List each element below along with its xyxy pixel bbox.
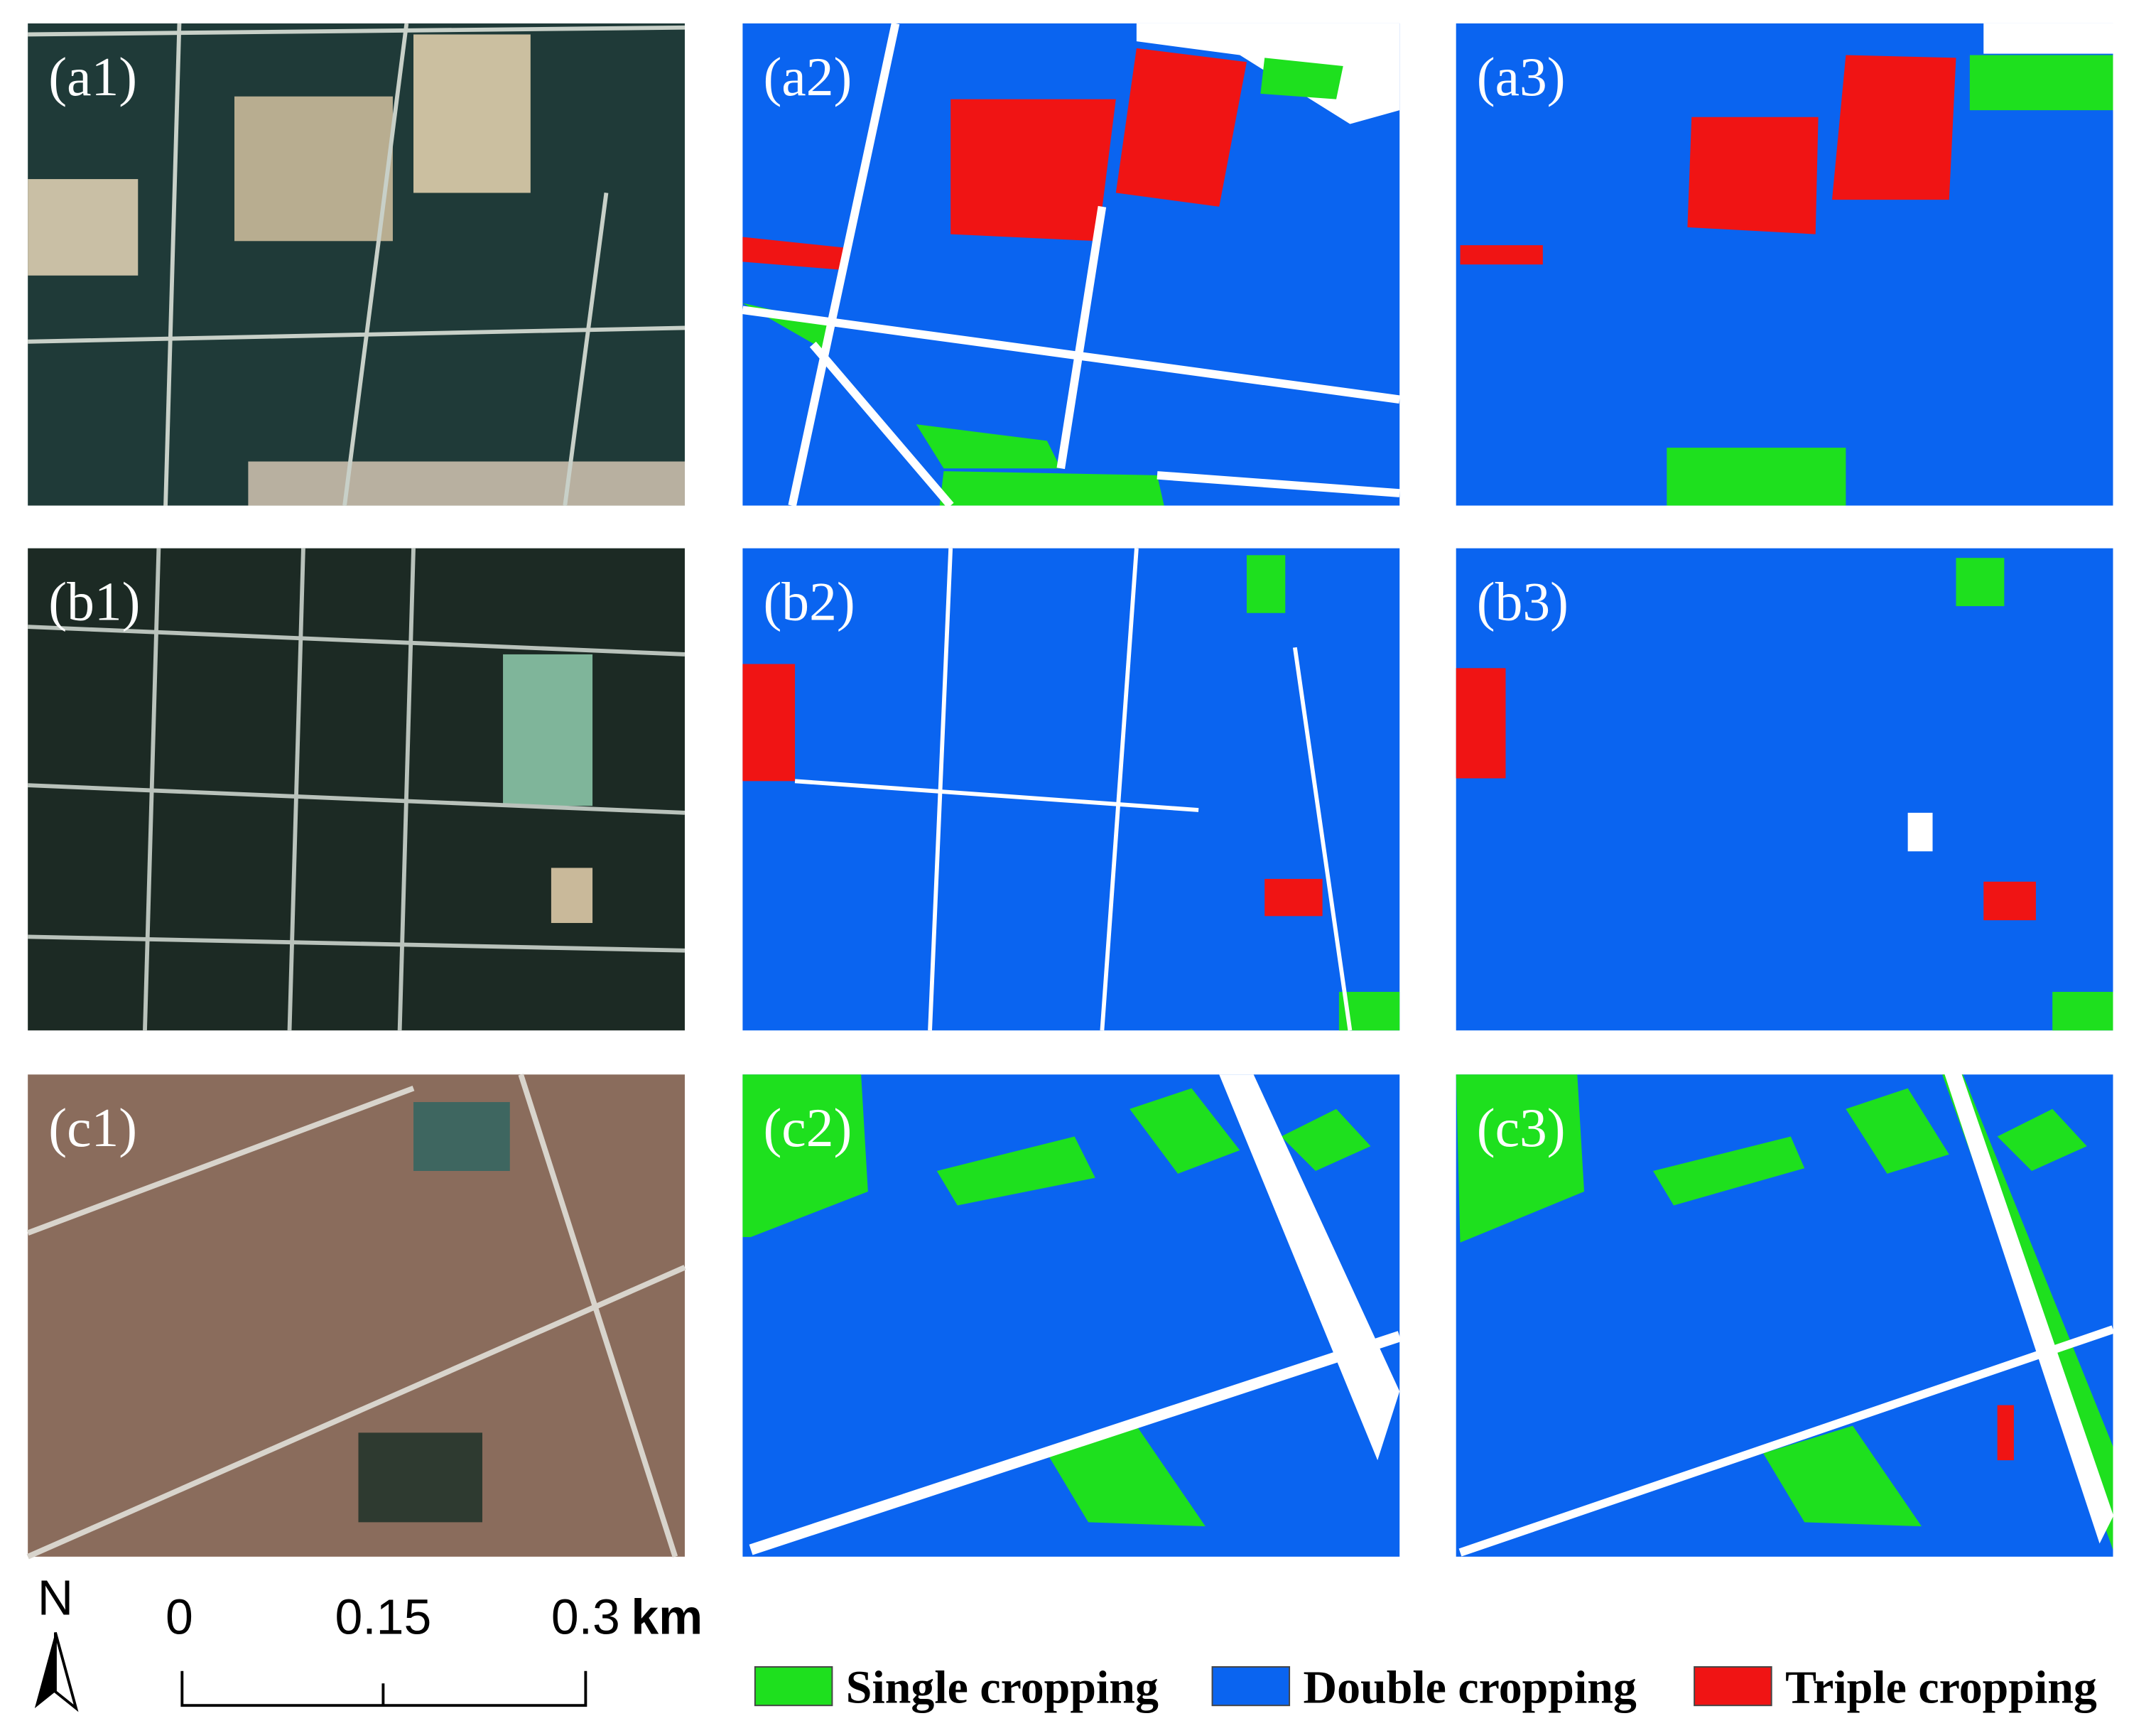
legend-swatch — [754, 1665, 833, 1707]
panel-label: (b2) — [763, 571, 855, 632]
north-label: N — [38, 1570, 73, 1625]
panel-label: (b1) — [48, 571, 140, 632]
panel-label: (c1) — [48, 1097, 137, 1158]
legend-label: Double cropping — [1303, 1661, 1636, 1713]
panel-label: (a3) — [1477, 46, 1566, 107]
panel-label: (a1) — [48, 46, 137, 107]
panel-label: (a2) — [763, 46, 852, 107]
scale-bar — [180, 1670, 587, 1707]
north-arrow: N — [34, 1570, 79, 1712]
reference-maps — [742, 22, 1402, 1557]
scale-tick: 0.3 — [551, 1589, 620, 1644]
scale-tick: 0 — [166, 1589, 193, 1644]
legend-label: Single cropping — [846, 1661, 1159, 1713]
scale-unit: km — [631, 1589, 703, 1644]
legend-swatch — [1694, 1665, 1772, 1707]
panel-label: (c2) — [763, 1097, 852, 1158]
imagery — [26, 23, 686, 1560]
legend-label: Triple cropping — [1785, 1661, 2097, 1713]
classified-maps — [1456, 23, 2115, 1557]
panel-label: (c3) — [1477, 1097, 1566, 1158]
scale-tick: 0.15 — [335, 1589, 431, 1644]
panel-label: (b3) — [1477, 571, 1569, 632]
legend-swatch — [1211, 1665, 1291, 1707]
